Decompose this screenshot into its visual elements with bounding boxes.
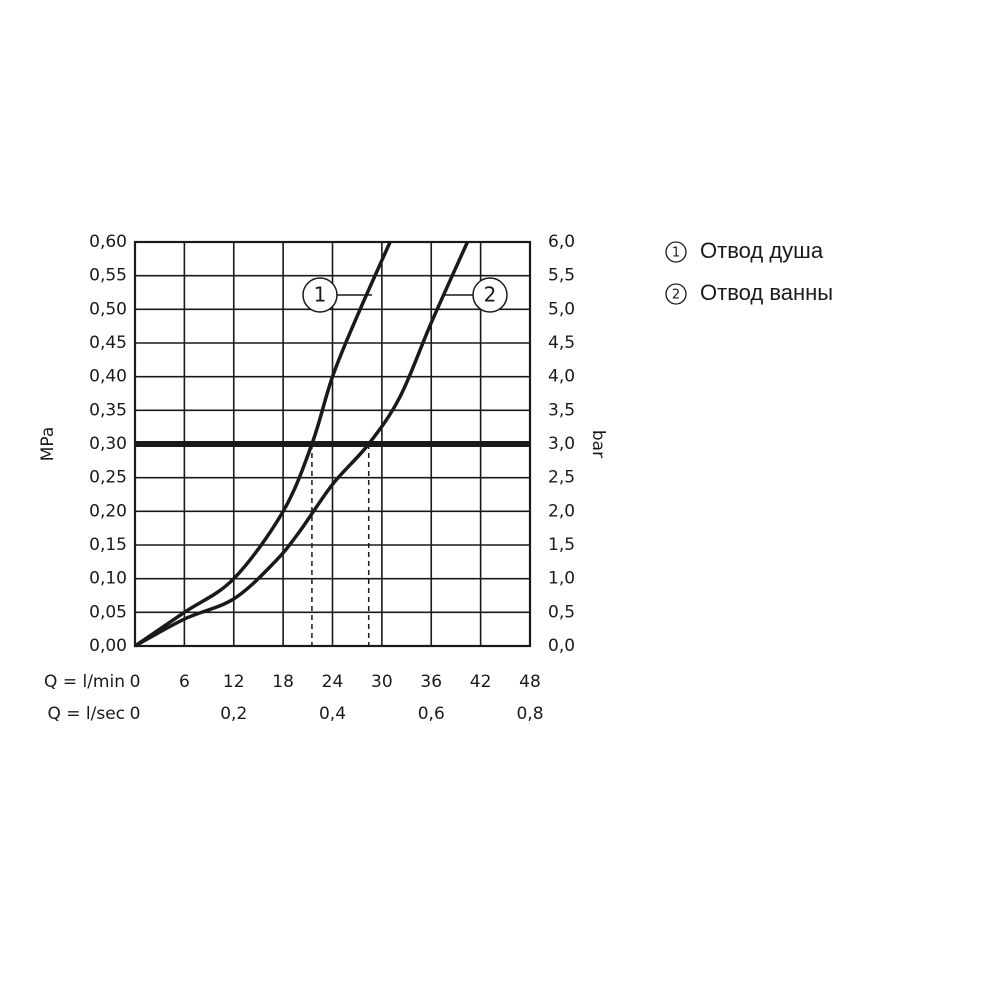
x-tick-label: 0 <box>130 672 141 692</box>
y-tick-label: 0,30 <box>89 434 127 454</box>
x2-axis-label: Q = l/sec <box>47 704 125 724</box>
legend-marker-label: 2 <box>672 288 680 303</box>
y-tick-label: 0,50 <box>89 299 127 319</box>
y-tick-label: 0,60 <box>89 232 127 252</box>
legend-label: Отвод ванны <box>700 280 833 305</box>
series-line <box>134 241 470 648</box>
y2-tick-label: 1,5 <box>548 535 575 555</box>
x2-tick-label: 0,6 <box>418 704 445 724</box>
x-tick-label: 48 <box>519 672 541 692</box>
x2-tick-label: 0,2 <box>220 704 247 724</box>
legend-marker-label: 1 <box>672 246 680 261</box>
y-tick-label: 0,25 <box>89 468 127 488</box>
y-tick-label: 0,10 <box>89 569 127 589</box>
y-tick-label: 0,55 <box>89 266 127 286</box>
x2-tick-label: 0 <box>130 704 141 724</box>
series-line <box>134 241 392 648</box>
x-tick-label: 36 <box>420 672 442 692</box>
y2-tick-label: 4,0 <box>548 367 575 387</box>
legend-marker <box>665 241 687 263</box>
x-tick-label: 6 <box>179 672 190 692</box>
callout-circle <box>472 277 508 313</box>
x2-tick-label: 0,8 <box>516 704 543 724</box>
legend-marker <box>665 283 687 305</box>
x-tick-label: 24 <box>322 672 344 692</box>
y2-tick-label: 4,5 <box>548 333 575 353</box>
y-tick-label: 0,15 <box>89 535 127 555</box>
y-tick-label: 0,35 <box>89 400 127 420</box>
x-axis-label: Q = l/min <box>44 672 125 692</box>
y2-tick-label: 6,0 <box>548 232 575 252</box>
y-tick-label: 0,45 <box>89 333 127 353</box>
x-tick-label: 18 <box>272 672 294 692</box>
y2-tick-label: 2,5 <box>548 468 575 488</box>
y2-axis-label: bar <box>588 430 608 458</box>
y-axis-label: MPa <box>38 427 58 462</box>
y-tick-label: 0,05 <box>89 602 127 622</box>
y-tick-label: 0,00 <box>89 636 127 656</box>
y2-tick-label: 2,0 <box>548 501 575 521</box>
y2-tick-label: 0,0 <box>548 636 575 656</box>
y-tick-label: 0,20 <box>89 501 127 521</box>
y2-tick-label: 0,5 <box>548 602 575 622</box>
callout-label: 1 <box>314 283 327 307</box>
y-tick-label: 0,40 <box>89 367 127 387</box>
x-tick-label: 42 <box>470 672 492 692</box>
x-tick-label: 30 <box>371 672 393 692</box>
callout-circle <box>302 277 338 313</box>
y2-tick-label: 5,0 <box>548 299 575 319</box>
x-tick-label: 12 <box>223 672 245 692</box>
y2-tick-label: 5,5 <box>548 266 575 286</box>
y2-tick-label: 3,0 <box>548 434 575 454</box>
legend-label: Отвод душа <box>700 238 824 263</box>
y2-tick-label: 1,0 <box>548 569 575 589</box>
y2-tick-label: 3,5 <box>548 400 575 420</box>
callout-label: 2 <box>484 283 497 307</box>
x2-tick-label: 0,4 <box>319 704 346 724</box>
